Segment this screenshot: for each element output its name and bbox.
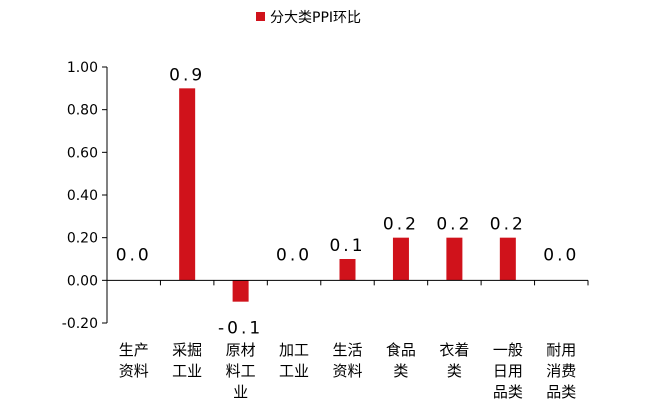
category-label: 类 [393, 362, 408, 380]
category-label: 业 [233, 383, 248, 401]
bar [499, 237, 516, 281]
category-label: 品类 [546, 383, 576, 401]
bar [392, 237, 409, 281]
data-label: 0.9 [169, 65, 205, 85]
category-label: 一般 [493, 341, 523, 359]
category-label: 采掘 [172, 341, 202, 359]
data-label: 0.0 [116, 245, 152, 265]
legend: 分大类PPI环比 [256, 10, 361, 26]
legend-swatch [256, 12, 265, 21]
category-label: 资料 [119, 362, 149, 380]
y-tick-label: 1.00 [67, 60, 98, 76]
bar [446, 237, 463, 281]
bar [339, 259, 356, 281]
data-label: 0.1 [329, 236, 365, 256]
data-label: 0.2 [490, 215, 526, 235]
y-tick-label: 0.60 [67, 145, 98, 161]
data-labels: 0.0 0.9 -0.1 0.0 0.1 0.2 0.2 0.2 0.0 [116, 65, 579, 339]
y-tick-label: 0.40 [67, 188, 98, 204]
y-tick-label: 0.20 [67, 231, 98, 247]
category-label: 资料 [332, 362, 362, 380]
y-axis: 1.00 0.80 0.60 0.40 0.20 0.00 -0.20 [62, 60, 108, 332]
y-tick-label: 0.00 [67, 273, 98, 289]
category-label: 生活 [332, 341, 362, 359]
data-label: 0.2 [383, 215, 419, 235]
category-label: 耐用 [546, 341, 576, 359]
legend-label: 分大类PPI环比 [270, 10, 361, 26]
y-tick-label: -0.20 [62, 316, 98, 332]
bar [179, 88, 196, 281]
category-label: 衣着 [439, 341, 469, 359]
category-label: 生产 [119, 341, 149, 359]
data-label: 0.0 [543, 245, 579, 265]
category-label: 品类 [493, 383, 523, 401]
data-label: 0.0 [276, 245, 312, 265]
category-label: 类 [447, 362, 462, 380]
category-label: 食品 [386, 341, 416, 359]
category-label: 料工 [226, 362, 256, 380]
x-axis [106, 279, 589, 286]
category-label: 日用 [493, 362, 523, 380]
category-label: 工业 [172, 362, 202, 380]
bar [232, 280, 249, 302]
data-label: -0.1 [218, 319, 263, 339]
category-label: 消费 [546, 362, 576, 380]
category-label: 加工 [279, 341, 309, 359]
category-label: 工业 [279, 362, 309, 380]
data-label: 0.2 [436, 215, 472, 235]
category-label: 原材 [226, 341, 256, 359]
y-tick-label: 0.80 [67, 103, 98, 119]
bars [179, 88, 516, 302]
